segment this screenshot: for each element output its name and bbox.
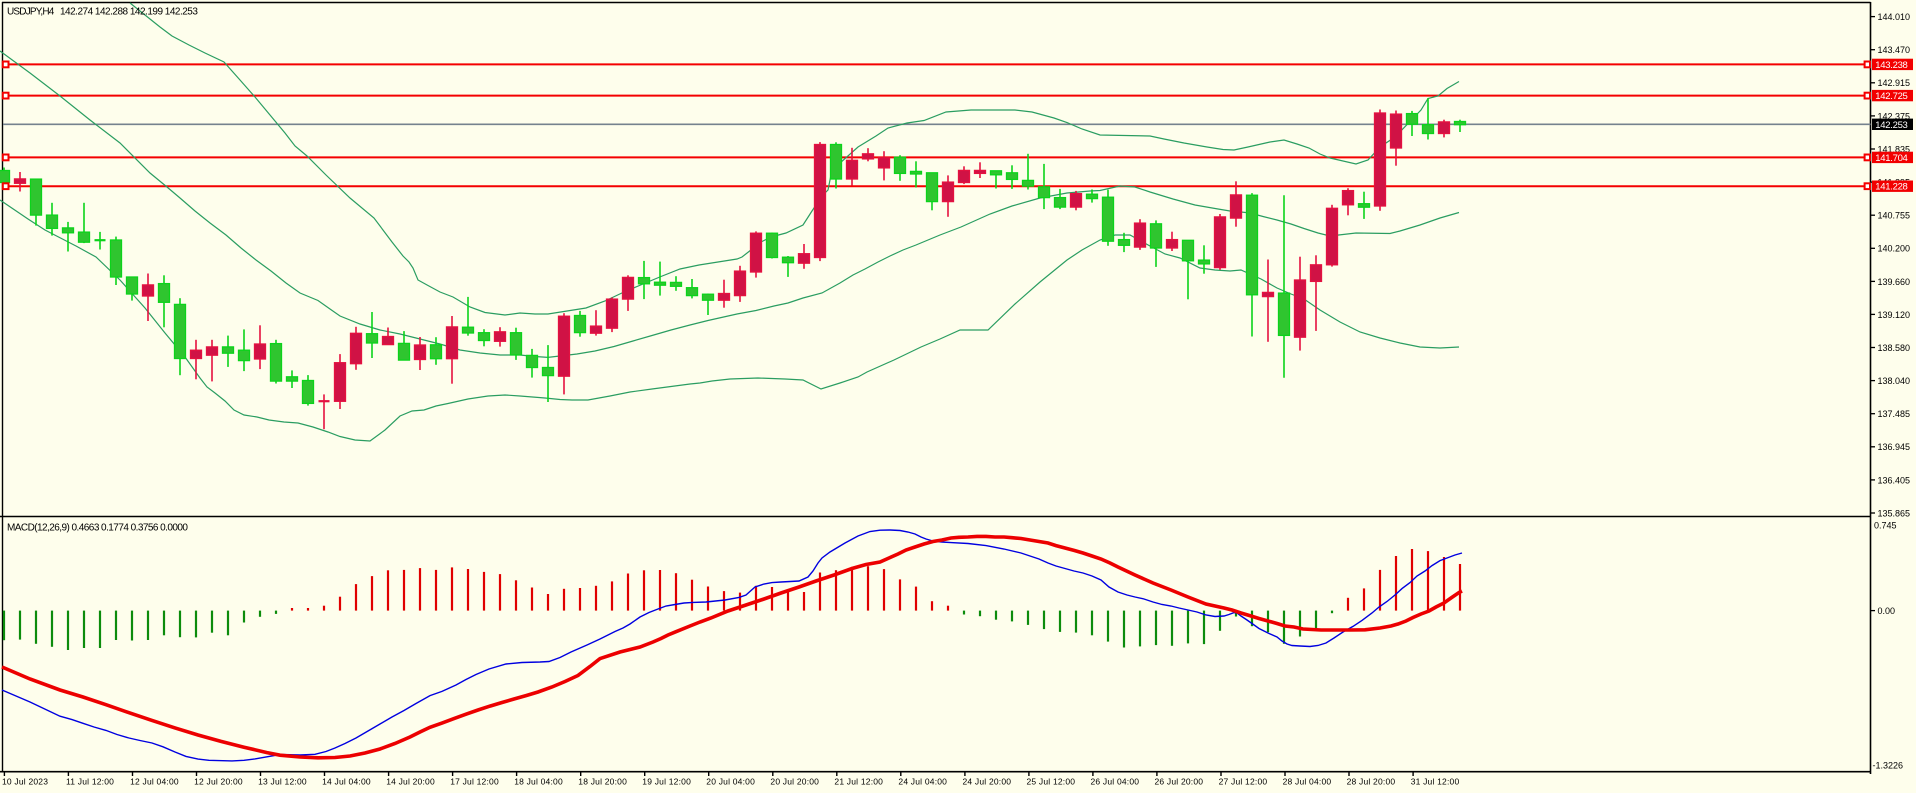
svg-text:0.745: 0.745 (1874, 521, 1897, 531)
svg-text:142.274 142.288 142.199 142.25: 142.274 142.288 142.199 142.253 (60, 7, 198, 18)
svg-text:17 Jul 12:00: 17 Jul 12:00 (450, 777, 499, 787)
svg-text:-1.3226: -1.3226 (1873, 761, 1904, 771)
svg-text:13 Jul 12:00: 13 Jul 12:00 (258, 777, 307, 787)
svg-text:21 Jul 12:00: 21 Jul 12:00 (834, 777, 883, 787)
svg-text:141.835: 141.835 (1878, 144, 1911, 154)
svg-text:USDJPY,H4: USDJPY,H4 (7, 7, 55, 18)
svg-text:MACD(12,26,9) 0.4663 0.1774 0.: MACD(12,26,9) 0.4663 0.1774 0.3756 0.000… (7, 523, 188, 534)
svg-text:28 Jul 04:00: 28 Jul 04:00 (1283, 777, 1332, 787)
svg-text:140.755: 140.755 (1878, 211, 1911, 221)
svg-text:27 Jul 12:00: 27 Jul 12:00 (1219, 777, 1268, 787)
svg-text:11 Jul 12:00: 11 Jul 12:00 (66, 777, 114, 787)
svg-text:26 Jul 20:00: 26 Jul 20:00 (1155, 777, 1204, 787)
svg-text:19 Jul 12:00: 19 Jul 12:00 (642, 777, 691, 787)
svg-text:139.660: 139.660 (1878, 277, 1911, 287)
svg-text:142.915: 142.915 (1878, 78, 1911, 88)
svg-text:135.865: 135.865 (1878, 508, 1911, 518)
svg-text:139.120: 139.120 (1878, 310, 1911, 320)
svg-text:142.725: 142.725 (1875, 91, 1907, 102)
svg-text:12 Jul 20:00: 12 Jul 20:00 (194, 777, 243, 787)
svg-text:143.238: 143.238 (1875, 60, 1907, 71)
svg-text:10 Jul 2023: 10 Jul 2023 (2, 777, 48, 787)
svg-text:141.228: 141.228 (1875, 182, 1907, 193)
svg-text:14 Jul 04:00: 14 Jul 04:00 (322, 777, 371, 787)
svg-text:18 Jul 20:00: 18 Jul 20:00 (578, 777, 627, 787)
svg-text:136.945: 136.945 (1878, 442, 1911, 452)
svg-text:138.580: 138.580 (1878, 343, 1911, 353)
svg-text:138.040: 138.040 (1878, 376, 1911, 386)
svg-text:20 Jul 20:00: 20 Jul 20:00 (770, 777, 819, 787)
svg-text:24 Jul 04:00: 24 Jul 04:00 (898, 777, 947, 787)
svg-text:142.253: 142.253 (1875, 120, 1907, 131)
svg-text:26 Jul 04:00: 26 Jul 04:00 (1091, 777, 1140, 787)
svg-text:144.010: 144.010 (1878, 12, 1911, 22)
svg-text:141.704: 141.704 (1875, 153, 1907, 164)
svg-text:0.00: 0.00 (1878, 606, 1896, 616)
svg-text:12 Jul 04:00: 12 Jul 04:00 (130, 777, 179, 787)
svg-text:31 Jul 12:00: 31 Jul 12:00 (1411, 777, 1460, 787)
svg-text:142.375: 142.375 (1878, 111, 1911, 121)
svg-text:136.405: 136.405 (1878, 475, 1911, 485)
svg-text:28 Jul 20:00: 28 Jul 20:00 (1347, 777, 1396, 787)
svg-text:137.485: 137.485 (1878, 409, 1911, 419)
svg-text:18 Jul 04:00: 18 Jul 04:00 (514, 777, 563, 787)
svg-text:20 Jul 04:00: 20 Jul 04:00 (706, 777, 755, 787)
svg-text:24 Jul 20:00: 24 Jul 20:00 (963, 777, 1012, 787)
svg-text:25 Jul 12:00: 25 Jul 12:00 (1027, 777, 1076, 787)
svg-text:143.470: 143.470 (1878, 45, 1911, 55)
svg-text:140.200: 140.200 (1878, 244, 1911, 254)
svg-text:14 Jul 20:00: 14 Jul 20:00 (386, 777, 435, 787)
